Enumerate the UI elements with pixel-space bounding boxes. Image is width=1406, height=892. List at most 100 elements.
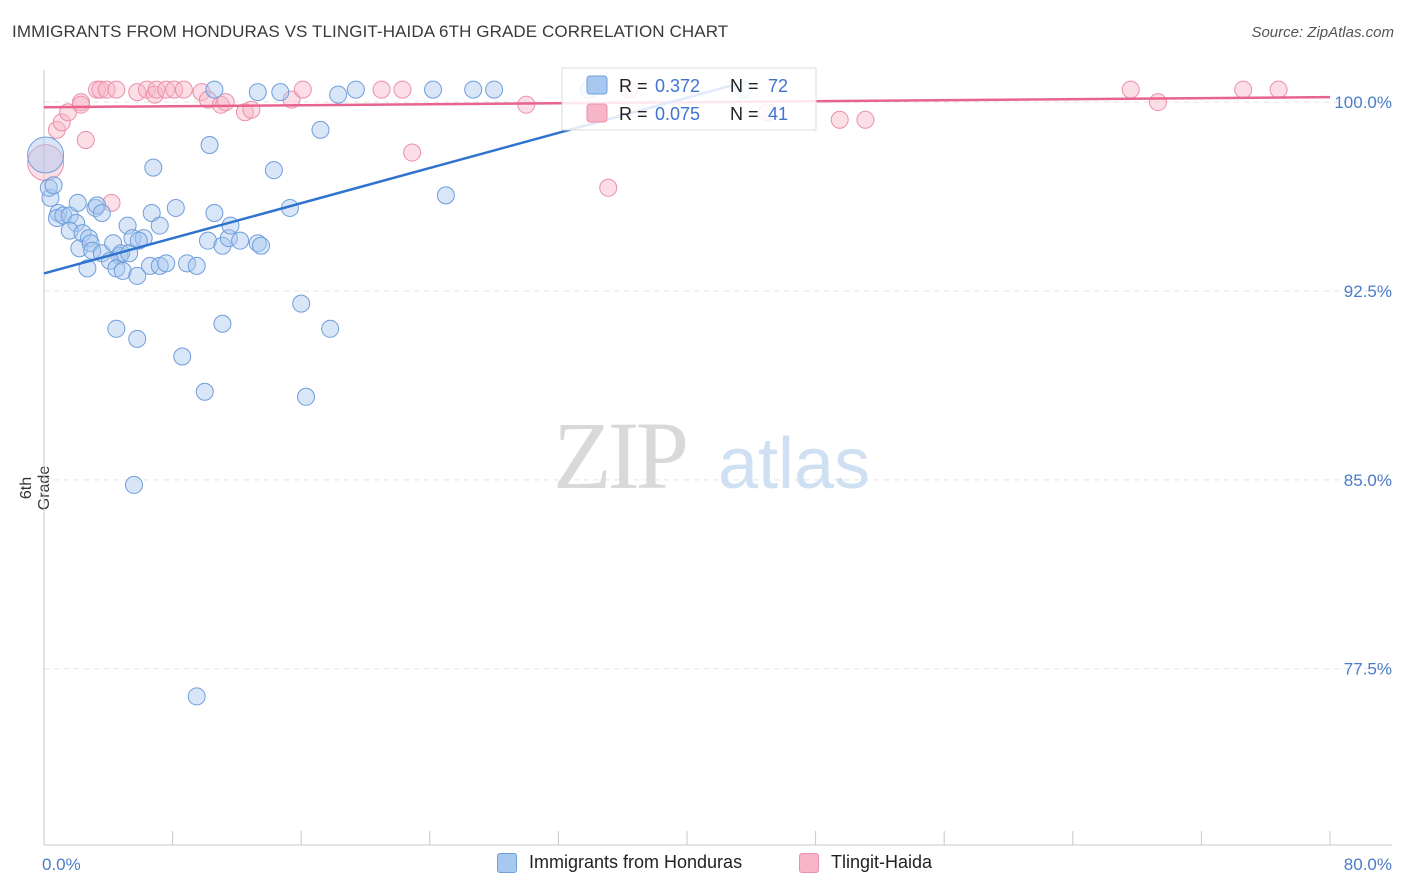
y-tick-labels: 100.0% 92.5% 85.0% 77.5% [1334,93,1392,679]
y-tick-label: 92.5% [1344,282,1392,301]
data-point [436,186,455,205]
data-point [166,198,185,217]
data-point [78,259,97,278]
data-point [165,80,184,99]
data-point [67,214,86,233]
data-point [321,319,340,338]
data-point [599,178,618,197]
data-point [1269,80,1288,99]
data-point [125,475,144,494]
data-point [403,143,422,162]
data-point [293,80,312,99]
x-tick-label-min: 0.0% [42,855,81,874]
data-point [39,178,58,197]
stats-legend-swatch-blue [586,75,608,95]
y-tick-label: 77.5% [1344,660,1392,679]
data-point [248,83,267,102]
data-point [92,203,111,222]
x-tick-label-max: 80.0% [1344,855,1392,874]
data-point [198,231,217,250]
stats-legend-swatch-pink [586,103,608,123]
data-point [142,203,161,222]
watermark: ZIP atlas [553,402,870,509]
data-point [128,329,147,348]
data-point [187,256,206,275]
data-point [248,234,267,253]
data-point [91,80,110,99]
data-point [76,130,95,149]
series-legend: Immigrants from Honduras Tlingit-Haida [0,852,1406,878]
data-point [128,266,147,285]
data-point [97,80,116,99]
data-point [485,80,504,99]
stats-n-label-pink: N = [730,104,759,124]
chart-title: IMMIGRANTS FROM HONDURAS VS TLINGIT-HAID… [12,22,729,41]
data-point [1148,93,1167,112]
data-point [60,206,79,225]
data-point [329,85,348,104]
axes [43,70,1392,846]
legend-swatch-tlingit-haida [799,852,819,873]
data-point [242,100,261,119]
stats-r-value-pink: 0.075 [655,104,700,124]
data-point [200,135,219,154]
watermark-atlas: atlas [718,424,870,504]
legend-label-honduras: Immigrants from Honduras [529,852,743,872]
data-point [68,193,87,212]
data-point [346,80,365,99]
legend-item-tlingit-haida[interactable]: Tlingit-Haida [799,852,932,873]
data-point [205,80,224,99]
data-point [292,294,311,313]
data-point [297,387,316,406]
data-point [264,161,283,180]
watermark-zip: ZIP [553,402,686,509]
source-credit: Source: ZipAtlas.com [1251,24,1394,41]
data-point [147,80,166,99]
data-point [113,261,132,280]
stats-n-value-pink: 41 [768,104,788,124]
data-point [372,80,391,99]
stats-n-label-blue: N = [730,76,759,96]
legend-item-honduras[interactable]: Immigrants from Honduras [497,852,742,873]
stats-r-label-blue: R = [619,76,648,96]
data-point [27,144,65,182]
data-point [157,254,176,273]
data-point [174,80,193,99]
stats-r-value-blue: 0.372 [655,76,700,96]
data-point [231,231,250,250]
data-point [205,203,224,222]
data-point [52,113,71,132]
x-ticks [43,831,1331,845]
data-point [393,80,412,99]
data-point [129,231,148,250]
stats-n-value-blue: 72 [768,76,788,96]
data-point [102,193,121,212]
data-point [144,158,163,177]
data-point [150,216,169,235]
data-point [195,382,214,401]
data-point [464,80,483,99]
data-point [107,319,126,338]
legend-swatch-honduras [497,852,517,873]
data-point [1234,80,1253,99]
data-point [71,95,90,114]
data-point [44,176,63,195]
data-point [830,110,849,129]
stats-legend: R = 0.372 N = 72 R = 0.075 N = 41 [561,67,817,131]
stats-r-label-pink: R = [619,104,648,124]
y-tick-label: 85.0% [1344,471,1392,490]
data-point [213,314,232,333]
series-honduras-points [27,80,753,706]
data-point [213,236,232,255]
data-point [141,256,160,275]
y-tick-label: 100.0% [1334,93,1392,112]
data-point [107,80,126,99]
grid-lines [44,101,1392,670]
data-point [27,136,65,174]
data-point [187,687,206,706]
data-point [424,80,443,99]
data-point [81,234,100,253]
data-point [271,83,290,102]
legend-label-tlingit-haida: Tlingit-Haida [831,852,933,872]
